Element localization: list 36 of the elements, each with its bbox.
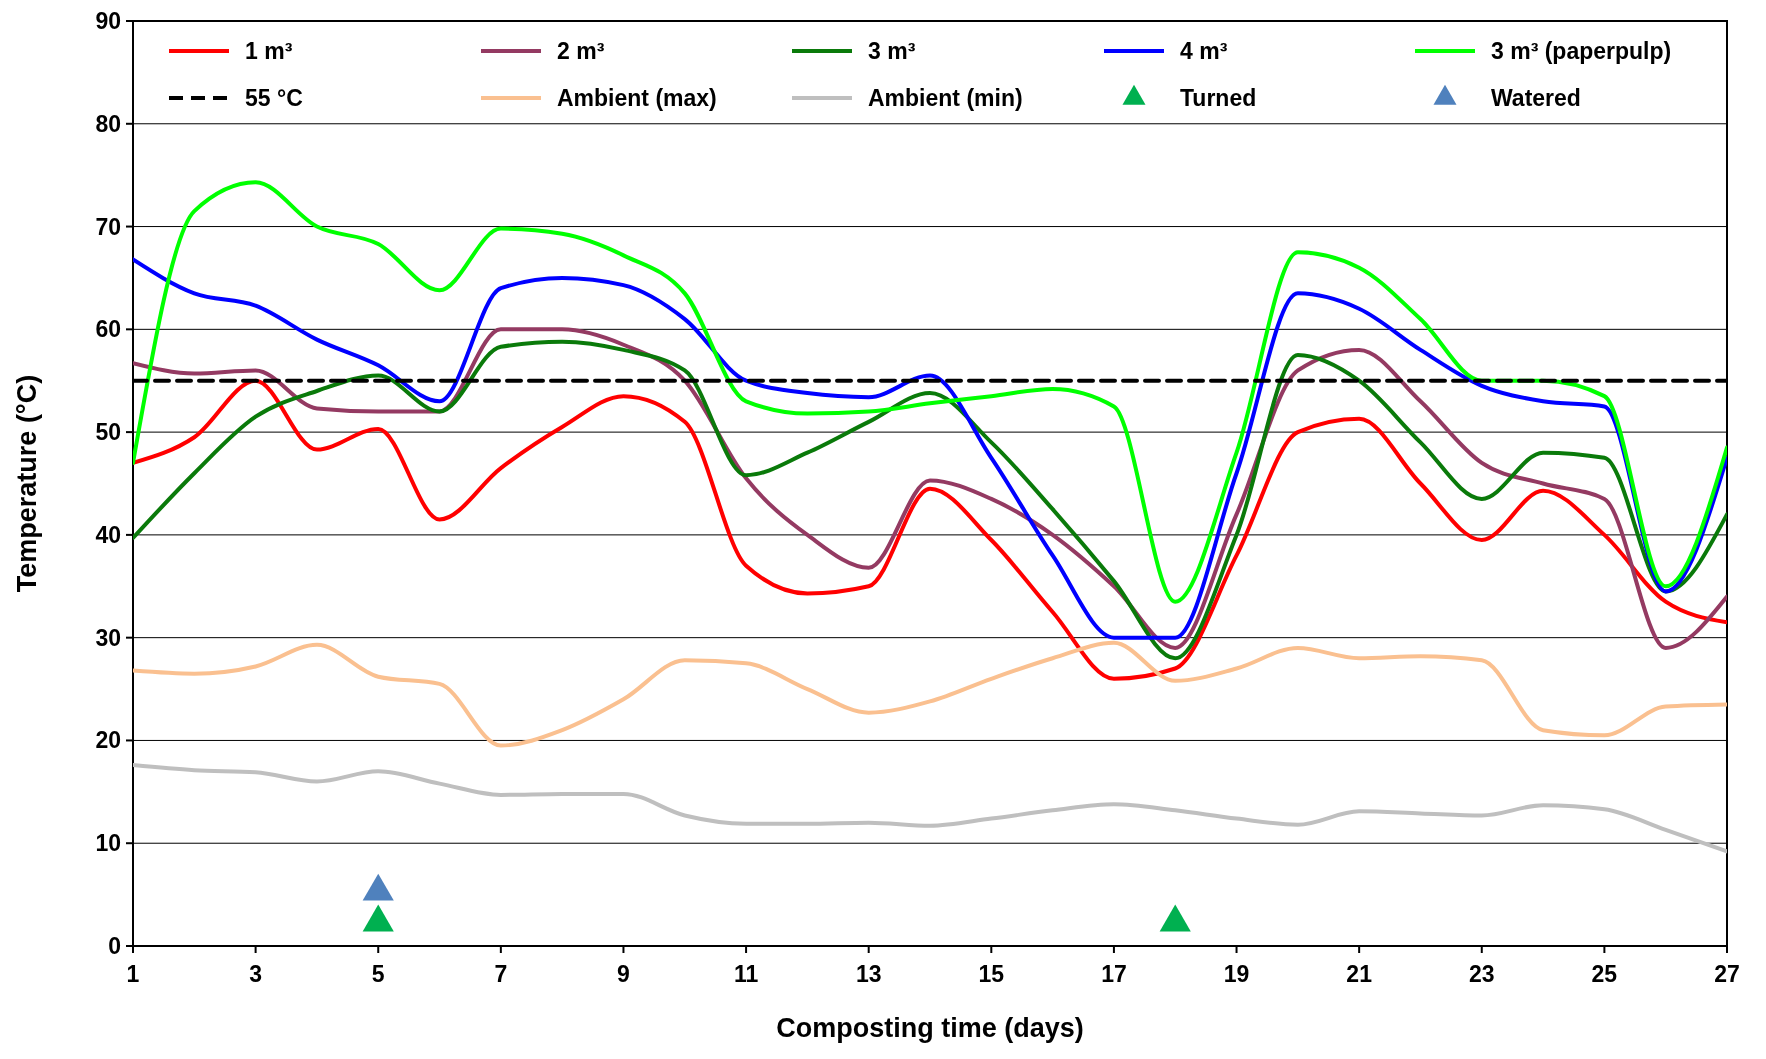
x-tick-label: 25: [1591, 961, 1618, 987]
legend-label: 3 m³: [868, 38, 916, 65]
x-tick-label: 13: [855, 961, 882, 987]
legend-label: Ambient (min): [868, 85, 1023, 112]
x-tick-label: 15: [978, 961, 1005, 987]
x-tick-label: 17: [1101, 961, 1127, 987]
x-tick-label: 11: [733, 961, 759, 987]
legend-label: 1 m³: [245, 38, 293, 65]
y-tick-label: 90: [95, 8, 121, 35]
legend-label: 55 °C: [245, 85, 303, 112]
legend-label: 4 m³: [1180, 38, 1228, 65]
y-tick-label: 60: [95, 316, 121, 343]
y-tick-label: 50: [95, 419, 121, 446]
y-tick-label: 80: [95, 110, 121, 137]
y-tick-label: 40: [95, 521, 121, 548]
legend-label: 3 m³ (paperpulp): [1491, 38, 1672, 65]
x-tick-label: 21: [1346, 961, 1373, 987]
y-tick-label: 70: [95, 213, 121, 240]
legend-label: Watered: [1491, 85, 1581, 112]
x-tick-label: 3: [249, 961, 263, 987]
x-tick-label: 9: [617, 961, 630, 987]
legend-label: 2 m³: [557, 38, 605, 65]
x-tick-label: 27: [1714, 961, 1740, 987]
x-axis-title: Composting time (days): [776, 1013, 1084, 1043]
y-axis-title: Temperature (°C): [12, 374, 42, 593]
x-tick-label: 5: [371, 961, 385, 987]
y-tick-label: 20: [95, 727, 121, 754]
x-tick-label: 19: [1223, 961, 1250, 987]
x-tick-label: 1: [126, 961, 140, 987]
x-tick-label: 7: [494, 961, 508, 987]
y-tick-label: 30: [95, 624, 121, 651]
x-tick-label: 23: [1468, 961, 1495, 987]
y-tick-label: 10: [95, 830, 121, 857]
legend-label: Turned: [1180, 85, 1257, 112]
y-tick-label: 0: [108, 933, 121, 960]
legend-label: Ambient (max): [557, 85, 717, 112]
